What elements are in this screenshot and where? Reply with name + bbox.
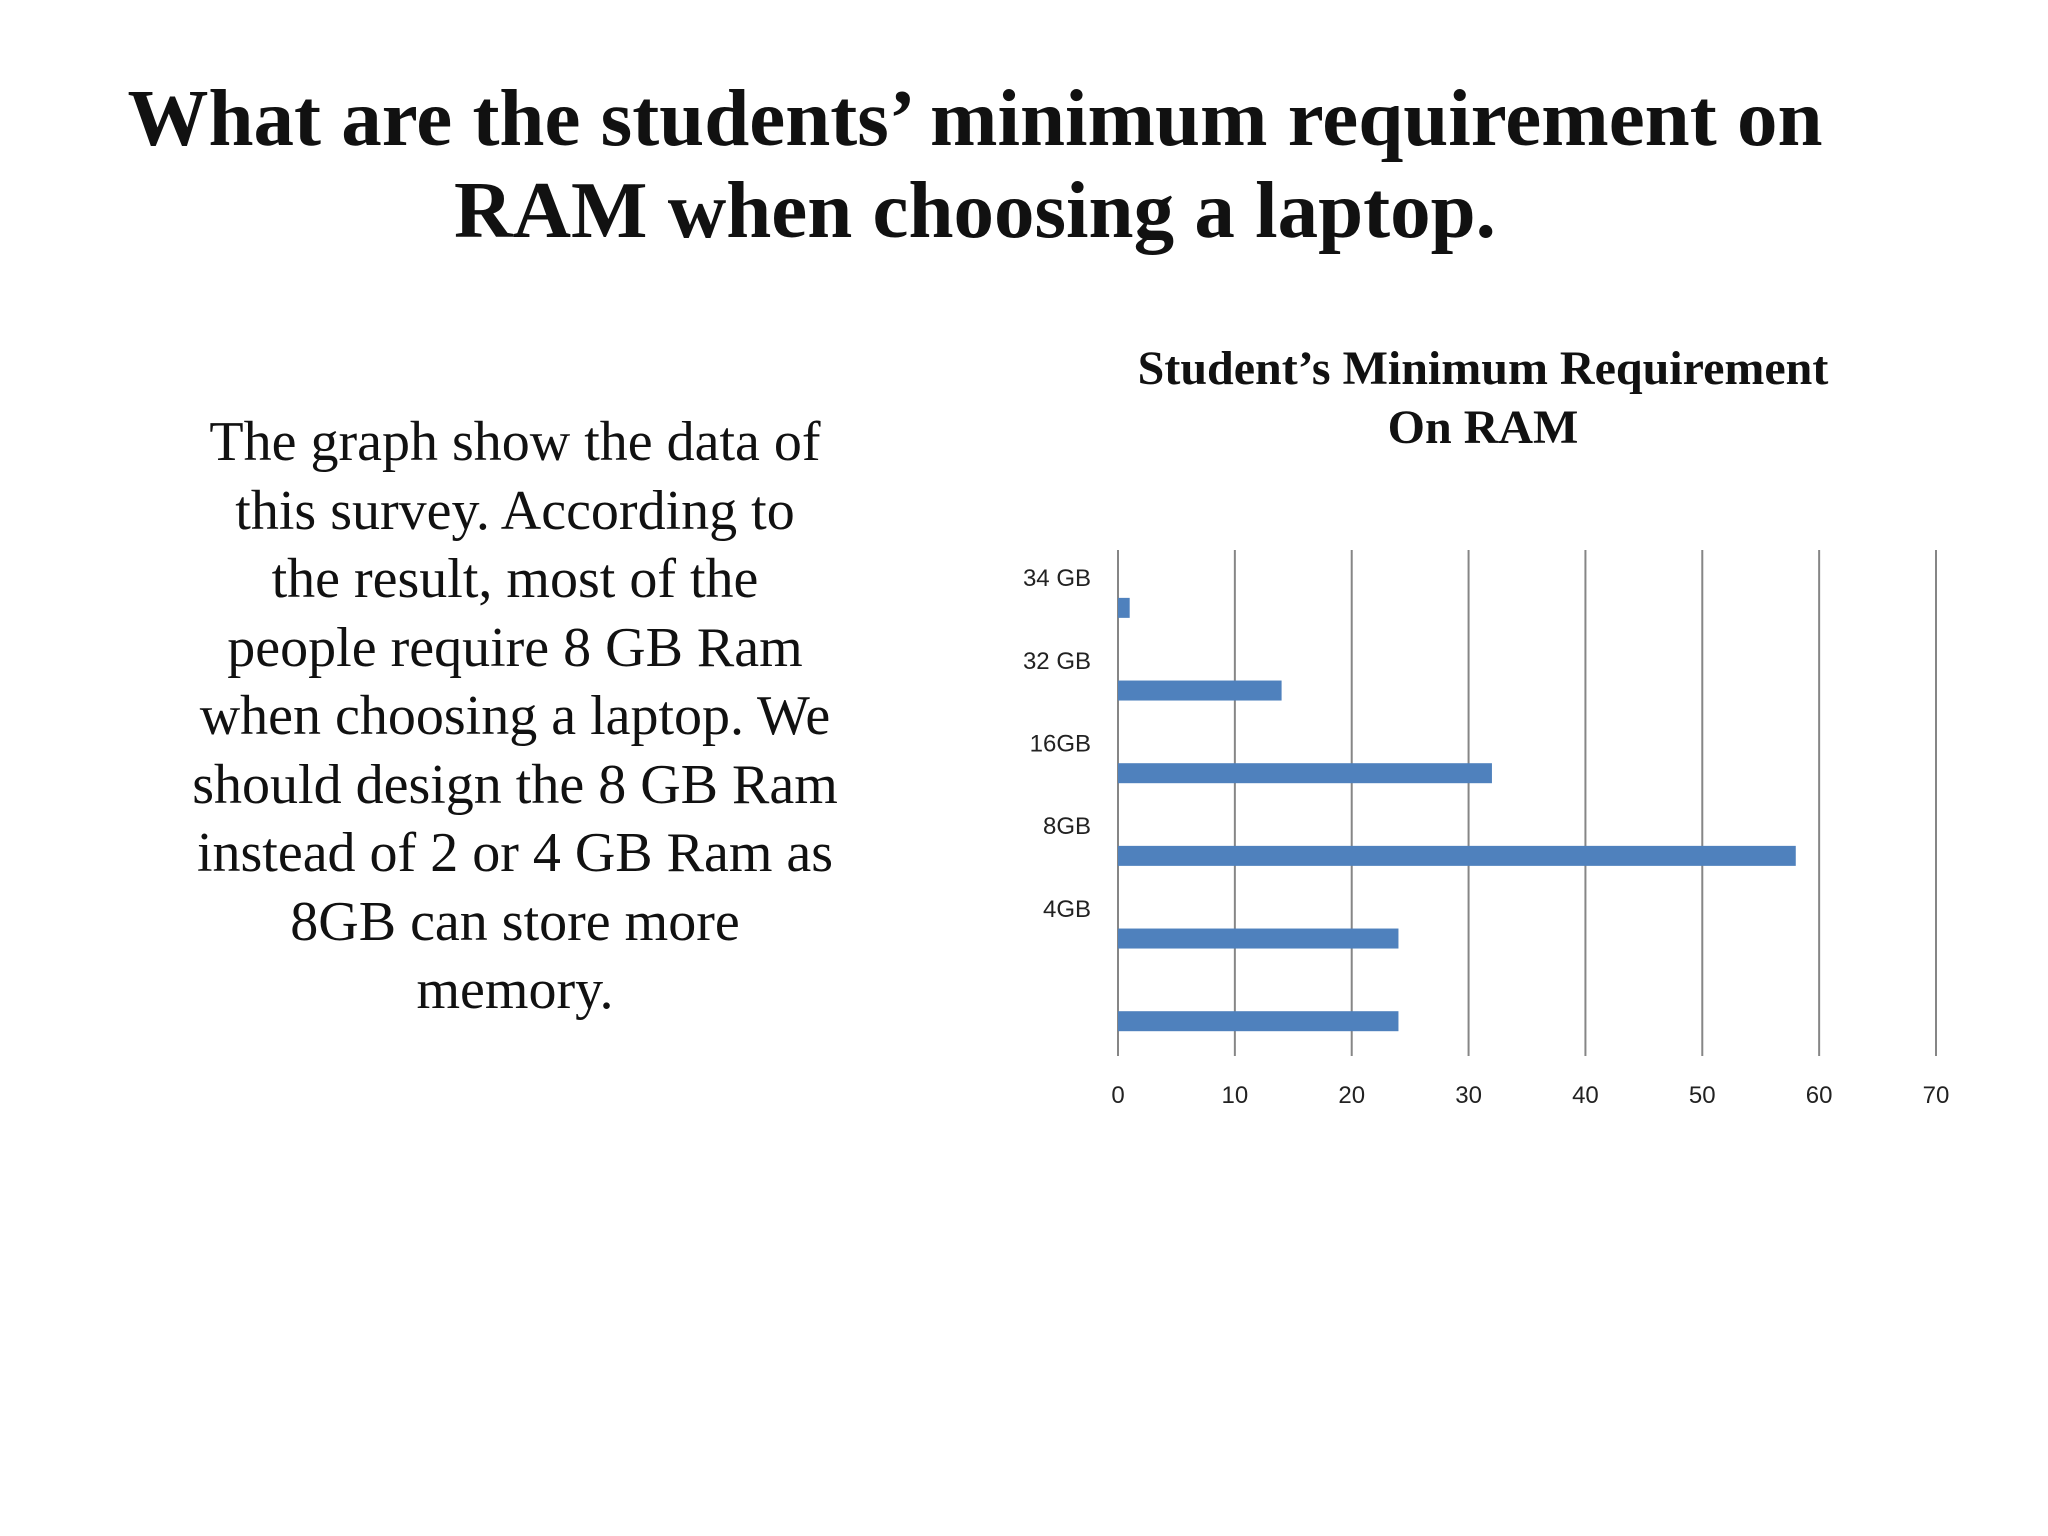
bar-8gb (1118, 845, 1796, 866)
x-tick-label: 60 (1806, 1082, 1833, 1109)
bar-16gb (1118, 763, 1492, 784)
y-category-label: 8GB (1043, 813, 1091, 840)
x-tick-label: 20 (1338, 1082, 1365, 1109)
body-line: instead of 2 or 4 GB Ram as (196, 822, 834, 884)
body-line: 8GB can store more (290, 890, 740, 953)
y-category-label: 4GB (1043, 896, 1091, 923)
chart-bars (1118, 597, 1796, 1032)
body-line: should design the 8 GB Ram (192, 753, 838, 816)
body-line: when choosing a laptop. We (199, 685, 831, 747)
bar-34gb (1118, 597, 1130, 618)
chart-gridlines (1117, 550, 1937, 1056)
chart-title-line: On RAM (1388, 401, 1579, 454)
x-tick-label: 10 (1222, 1082, 1249, 1109)
body-line: the result, most of the (271, 548, 759, 610)
body-line: The graph show the data of (209, 411, 821, 473)
bar-unlabeled (1118, 1011, 1399, 1032)
chart-title-line: Student’s Minimum Requirement (1138, 342, 1829, 395)
body-line: this survey. According to (235, 479, 795, 542)
body-line: memory. (416, 959, 614, 1021)
bar-4gb (1118, 928, 1399, 949)
bar-32gb (1118, 680, 1282, 701)
x-tick-label: 70 (1923, 1082, 1950, 1109)
chart-x-tick-labels: 0 10 20 30 40 50 60 70 (1111, 1082, 1949, 1109)
y-category-label: 32 GB (1023, 648, 1091, 675)
x-tick-label: 40 (1572, 1082, 1599, 1109)
slide-title-line: What are the students’ minimum requireme… (127, 73, 1823, 163)
y-category-label: 16GB (1030, 730, 1091, 757)
slide-title: What are the students’ minimum requireme… (90, 72, 1860, 256)
x-tick-label: 50 (1689, 1082, 1716, 1109)
x-tick-label: 0 (1111, 1082, 1124, 1109)
body-line: people require 8 GB Ram (227, 616, 803, 679)
x-tick-label: 30 (1455, 1082, 1482, 1109)
slide-body-text: The graph show the data of this survey. … (170, 408, 860, 1025)
y-category-label: 34 GB (1023, 565, 1091, 592)
slide-title-line: RAM when choosing a laptop. (454, 165, 1496, 255)
chart-category-labels: 34 GB 32 GB 16GB 8GB 4GB (1023, 565, 1091, 923)
